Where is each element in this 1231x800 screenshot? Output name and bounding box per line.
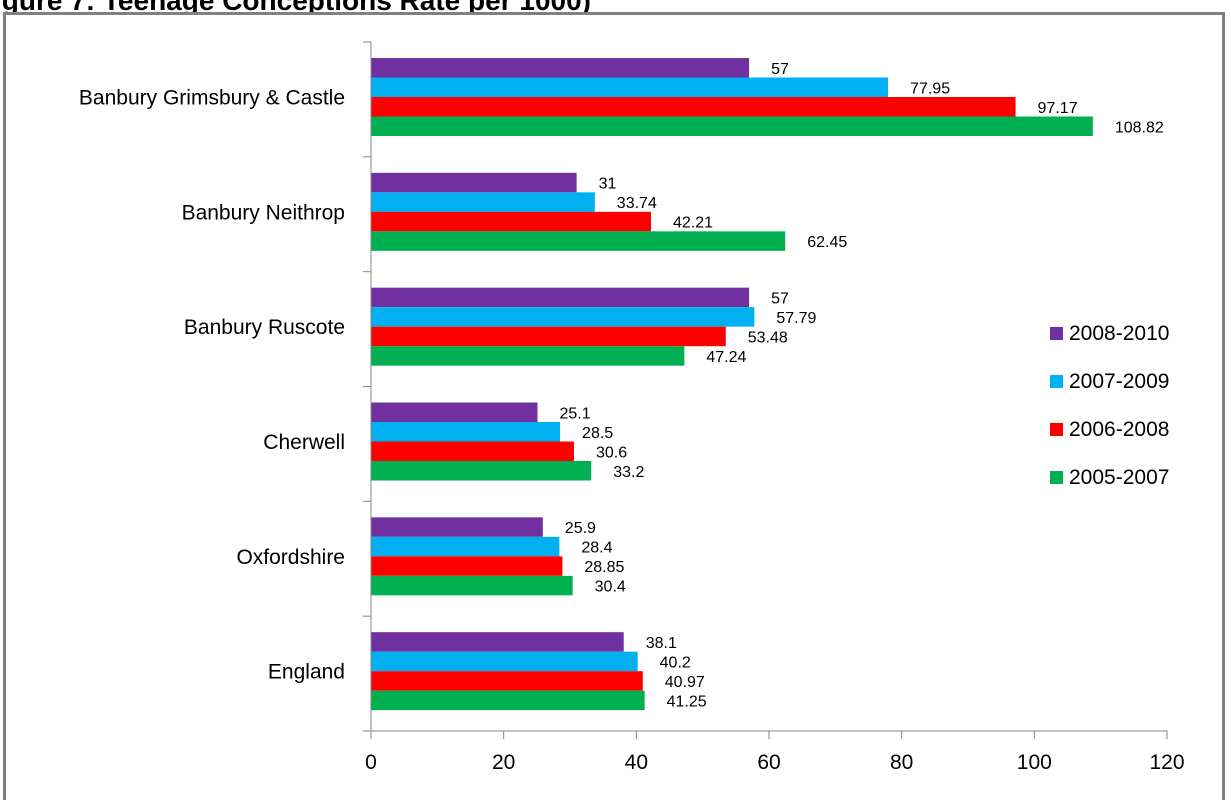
bar-2007-2009 <box>371 77 889 97</box>
category-label: Cherwell <box>263 431 345 454</box>
bar-2006-2008 <box>371 97 1016 117</box>
legend-label-2006-2008: 2006-2008 <box>1069 418 1169 441</box>
bar-2007-2009 <box>371 651 638 672</box>
data-label: 57 <box>771 290 789 307</box>
data-label: 28.85 <box>584 559 624 576</box>
bar-2005-2007 <box>371 116 1093 136</box>
bar-2006-2008 <box>371 671 643 691</box>
x-tick-label: 60 <box>757 751 780 774</box>
legend-swatch-2005-2007 <box>1050 471 1063 484</box>
category-label: Oxfordshire <box>236 546 345 569</box>
bar-2008-2010 <box>371 517 543 537</box>
bar-2005-2007 <box>371 690 645 711</box>
bar-2007-2009 <box>371 536 560 557</box>
data-label: 53.48 <box>748 329 788 346</box>
data-label: 108.82 <box>1115 119 1164 136</box>
data-label: 30.4 <box>595 579 626 596</box>
bar-2005-2007 <box>371 346 685 366</box>
bar-2008-2010 <box>371 58 750 78</box>
bar-2008-2010 <box>371 287 750 308</box>
data-label: 28.4 <box>581 540 612 557</box>
data-label: 57.79 <box>776 310 816 327</box>
bar-2006-2008 <box>371 326 726 347</box>
data-label: 47.24 <box>706 349 746 366</box>
x-tick-label: 80 <box>890 751 913 774</box>
legend-swatch-2008-2010 <box>1050 327 1063 340</box>
legend: 2008-2010 2007-2009 2006-2008 2005-2007 <box>1050 322 1169 489</box>
bar-2005-2007 <box>371 231 786 251</box>
bar-2005-2007 <box>371 461 592 481</box>
data-label: 25.9 <box>565 520 596 537</box>
data-label: 57 <box>771 61 789 78</box>
category-label: Banbury Neithrop <box>182 201 345 224</box>
data-label: 62.45 <box>807 234 847 251</box>
legend-label-2007-2009: 2007-2009 <box>1069 370 1169 393</box>
category-label: Banbury Grimsbury & Castle <box>79 86 345 109</box>
data-label: 30.6 <box>596 444 627 461</box>
legend-swatch-2007-2009 <box>1050 375 1063 388</box>
bar-2006-2008 <box>371 211 651 232</box>
data-label: 77.95 <box>910 80 950 97</box>
x-tick-label: 0 <box>365 751 377 774</box>
data-label: 97.17 <box>1038 100 1078 117</box>
x-tick-label: 100 <box>1017 751 1052 774</box>
bar-2008-2010 <box>371 172 577 193</box>
bar-2007-2009 <box>371 192 595 212</box>
axis-layer <box>363 41 1168 739</box>
bar-2006-2008 <box>371 556 563 576</box>
x-tick-label: 120 <box>1149 751 1184 774</box>
legend-label-2005-2007: 2005-2007 <box>1069 466 1169 489</box>
x-tick-label: 40 <box>625 751 648 774</box>
legend-swatch-2006-2008 <box>1050 423 1063 436</box>
data-label: 42.21 <box>673 215 713 232</box>
bar-2005-2007 <box>371 575 573 596</box>
category-label: England <box>268 661 345 684</box>
data-label: 38.1 <box>646 635 677 652</box>
legend-label-2008-2010: 2008-2010 <box>1069 322 1169 345</box>
bar-2008-2010 <box>371 632 624 652</box>
bars-layer <box>371 58 1093 711</box>
data-label: 40.2 <box>660 654 691 671</box>
data-label: 28.5 <box>582 425 613 442</box>
data-label: 41.25 <box>667 693 707 710</box>
x-tick-label: 20 <box>492 751 515 774</box>
data-label: 33.74 <box>617 195 657 212</box>
bar-2008-2010 <box>371 402 538 422</box>
data-label: 40.97 <box>665 674 705 691</box>
bar-2007-2009 <box>371 422 561 442</box>
data-label: 25.1 <box>559 405 590 422</box>
bar-2007-2009 <box>371 307 755 327</box>
bar-2006-2008 <box>371 441 574 461</box>
data-label: 31 <box>599 176 617 193</box>
labels-layer: 57 77.95 97.17 108.82 Banbury Grimsbury & Ca… <box>79 61 1185 774</box>
data-label: 33.2 <box>613 464 644 481</box>
category-label: Banbury Ruscote <box>184 316 345 339</box>
